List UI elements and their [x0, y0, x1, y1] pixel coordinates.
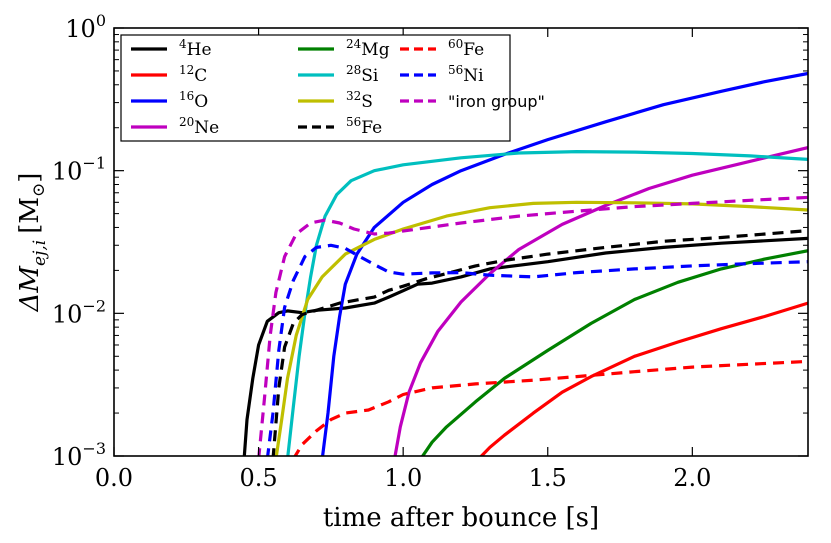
y-tick-label: 10−1: [52, 154, 106, 186]
y-axis-label-main: ΔM: [15, 265, 45, 313]
legend-mass-number: 4: [179, 37, 187, 51]
legend: 4He12C16O20Ne24Mg28Si32S56Fe60Fe56Ni"iro…: [120, 34, 545, 142]
y-tick-base: 10: [52, 300, 83, 328]
legend-label-56ni: 56Ni: [448, 63, 484, 86]
legend-element: Fe: [361, 118, 382, 138]
series-line-32s: [274, 200, 808, 456]
legend-label-iron-group: "iron group": [448, 92, 545, 111]
legend-element: He: [187, 40, 212, 60]
legend-element: S: [361, 92, 373, 112]
legend-mass-number: 32: [346, 89, 361, 103]
y-axis-label: ΔMej,i [M⊙]: [15, 173, 50, 313]
legend-mass-number: 28: [346, 63, 361, 77]
series-line-56ni: [266, 243, 808, 456]
legend-label-4he: 4He: [179, 37, 212, 60]
legend-mass-number: 16: [179, 89, 194, 103]
x-tick-label: 1.0: [384, 464, 422, 492]
x-axis-label: time after bounce [s]: [323, 503, 599, 533]
legend-mass-number: 24: [346, 37, 362, 51]
series-line-4he: [242, 236, 808, 456]
y-tick-exponent: −2: [82, 296, 106, 315]
legend-element: Fe: [463, 40, 484, 60]
legend-label-12c: 12C: [179, 63, 207, 86]
legend-mass-number: 56: [346, 115, 361, 129]
legend-label-16o: 16O: [179, 89, 208, 112]
legend-label-24mg: 24Mg: [346, 37, 390, 60]
y-axis-label-sub: ej,i: [30, 240, 50, 266]
legend-mass-number: 56: [448, 63, 463, 77]
legend-label-60fe: 60Fe: [448, 37, 484, 60]
legend-element: "iron group": [448, 92, 545, 111]
x-tick-label: 0.5: [239, 464, 277, 492]
series-line-60fe: [293, 359, 808, 456]
series-line-iron-group: [257, 195, 808, 456]
y-tick-base: 10: [65, 15, 96, 43]
y-tick-label: 10−2: [52, 296, 106, 328]
legend-label-32s: 32S: [346, 89, 373, 112]
legend-label-28si: 28Si: [346, 63, 379, 86]
y-tick-label: 100: [65, 11, 106, 43]
series-line-56fe: [271, 229, 808, 456]
y-tick-exponent: −3: [82, 439, 106, 458]
y-tick-base: 10: [52, 443, 83, 471]
legend-element: Ne: [194, 118, 219, 138]
y-tick-base: 10: [52, 158, 83, 186]
y-axis-label-unit-open: [M: [15, 197, 45, 234]
x-tick-label: 1.5: [529, 464, 567, 492]
legend-label-20ne: 20Ne: [179, 115, 219, 138]
series-line-16o: [320, 71, 808, 456]
legend-element: Si: [361, 66, 379, 86]
legend-mass-number: 20: [179, 115, 194, 129]
y-axis-label-unit-sub: ⊙: [29, 183, 49, 197]
series-layer: [242, 71, 808, 456]
plot-frame: [113, 27, 809, 457]
legend-element: Ni: [463, 66, 484, 86]
series-line-24mg: [420, 249, 808, 456]
legend-mass-number: 12: [179, 63, 194, 77]
legend-frame: [120, 34, 511, 142]
legend-mass-number: 60: [448, 37, 463, 51]
x-tick-label: 0.0: [95, 464, 133, 492]
y-tick-exponent: −1: [82, 154, 106, 173]
y-axis-label-unit-close: ]: [15, 173, 45, 183]
legend-element: O: [194, 92, 208, 112]
y-tick-label: 10−3: [52, 439, 106, 471]
legend-element: Mg: [361, 40, 389, 60]
x-tick-label: 2.0: [673, 464, 711, 492]
series-line-12c: [479, 301, 808, 456]
legend-element: C: [194, 66, 207, 86]
svg-text:ΔMej,i[M⊙]: ΔMej,i [M⊙]: [15, 173, 50, 313]
series-line-20ne: [393, 146, 808, 456]
series-line-28si: [286, 150, 808, 456]
legend-label-56fe: 56Fe: [346, 115, 382, 138]
y-tick-exponent: 0: [96, 11, 106, 30]
